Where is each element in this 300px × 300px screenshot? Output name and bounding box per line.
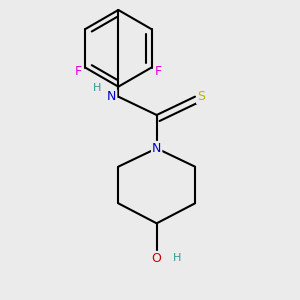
Text: O: O xyxy=(152,252,162,265)
Text: F: F xyxy=(74,65,82,78)
Text: H: H xyxy=(92,83,101,93)
Text: N: N xyxy=(107,90,116,103)
Text: N: N xyxy=(152,142,161,155)
Text: F: F xyxy=(155,65,162,78)
Text: H: H xyxy=(172,253,181,263)
Text: S: S xyxy=(197,90,205,103)
